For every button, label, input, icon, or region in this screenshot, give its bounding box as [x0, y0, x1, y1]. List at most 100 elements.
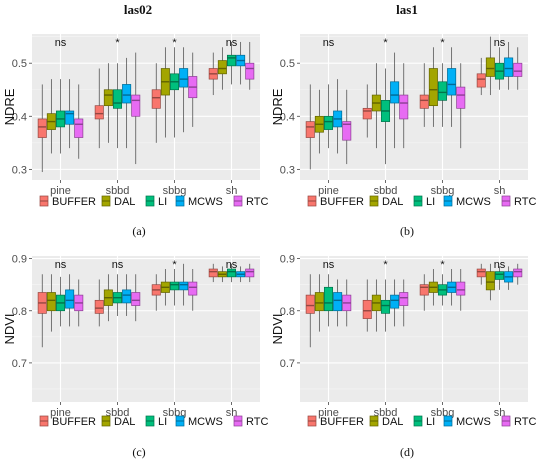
legend: BUFFER DAL LI MCWS RTC [39, 195, 268, 208]
x-tick-label: sbbd [374, 185, 398, 197]
y-axis-label: NDVI [2, 313, 17, 344]
legend: BUFFER DAL LI MCWS RTC [307, 195, 536, 208]
box-rtc [513, 62, 523, 77]
box-dal [46, 292, 56, 312]
box-buffer [94, 105, 104, 120]
legend-label: DAL [382, 416, 403, 428]
box-mcws [390, 294, 400, 309]
significance-label: ns [323, 259, 335, 271]
legend: BUFFER DAL LI MCWS RTC [307, 415, 536, 428]
legend-label: BUFFER [52, 416, 96, 428]
box-li [169, 281, 180, 291]
legend: BUFFER DAL LI MCWS RTC [39, 415, 268, 428]
significance-label: ns [55, 259, 67, 271]
significance-label: ns [55, 37, 67, 49]
box-dal [428, 68, 438, 107]
legend-label: DAL [114, 416, 135, 428]
box-li [226, 268, 237, 278]
box-buffer [305, 121, 315, 138]
box-dal [485, 271, 495, 291]
box-rtc [131, 94, 141, 117]
box-mcws [333, 292, 343, 312]
panel-c: 0.70.80.9NDVInspinenssbbd*sbbgnsshBUFFER… [2, 254, 268, 428]
plot-background [32, 256, 260, 402]
significance-label: * [115, 37, 120, 49]
panel-a: 0.3 0.4 0.5 NDRE ns pine * sbbd * sbbg ns sh BUFFER D… [2, 34, 268, 208]
legend-label: LI [426, 196, 435, 208]
box-buffer [419, 94, 429, 109]
box-rtc [399, 292, 409, 306]
box-mcws [122, 289, 132, 304]
y-tick-label: 0.9 [280, 254, 295, 266]
legend-label: MCWS [188, 416, 223, 428]
box-li [323, 115, 334, 130]
box-mcws [504, 57, 514, 77]
box-rtc [188, 281, 198, 296]
box-rtc [399, 94, 409, 120]
y-tick-label: 0.4 [280, 111, 295, 123]
significance-label: * [172, 259, 177, 271]
x-tick-label: pine [318, 185, 339, 197]
box-dal [314, 292, 324, 312]
box-buffer [476, 73, 486, 88]
box-rtc [245, 62, 255, 80]
box-rtc [342, 121, 352, 141]
box-buffer [94, 299, 104, 314]
box-buffer [305, 294, 315, 314]
box-mcws [390, 81, 400, 104]
box-li [437, 81, 448, 101]
significance-label: * [383, 37, 388, 49]
significance-label: ns [226, 259, 238, 271]
y-tick-label: 0.8 [12, 306, 27, 318]
significance-label: ns [226, 37, 238, 49]
legend-label: MCWS [456, 416, 491, 428]
plot-background [300, 34, 528, 180]
box-mcws [122, 84, 132, 104]
legend-label: RTC [246, 416, 268, 428]
significance-label: * [172, 37, 177, 49]
y-axis-label: NDRE [2, 88, 17, 125]
legend-label: LI [158, 416, 167, 428]
y-tick-label: 0.7 [12, 358, 27, 370]
legend-label: LI [426, 416, 435, 428]
caption-b: (b) [400, 224, 414, 238]
box-mcws [65, 289, 75, 309]
box-buffer [37, 118, 47, 138]
box-rtc [513, 268, 523, 278]
y-tick-label: 0.3 [280, 164, 295, 176]
x-tick-label: sbbd [106, 185, 130, 197]
box-li [323, 286, 334, 312]
legend-label: BUFFER [52, 196, 96, 208]
box-li [226, 54, 237, 67]
box-buffer [151, 89, 161, 109]
x-tick-label: sh [226, 185, 238, 197]
y-axis-label: NDRE [270, 88, 285, 125]
x-tick-label: sh [494, 407, 506, 419]
x-tick-label: pine [318, 407, 339, 419]
box-rtc [245, 268, 255, 278]
significance-label: ns [494, 37, 506, 49]
box-mcws [179, 68, 189, 88]
y-tick-label: 0.9 [12, 254, 27, 266]
caption-d: (d) [400, 445, 414, 459]
legend-label: RTC [246, 196, 268, 208]
box-buffer [476, 268, 486, 278]
x-tick-label: sbbd [374, 407, 398, 419]
legend-label: BUFFER [320, 416, 364, 428]
significance-label: * [440, 37, 445, 49]
y-tick-label: 0.4 [12, 111, 27, 123]
significance-label: * [440, 259, 445, 271]
significance-label: ns [112, 259, 124, 271]
y-axis-label: NDVI [270, 313, 285, 344]
box-rtc [131, 292, 141, 306]
x-tick-label: sbbd [106, 407, 130, 419]
caption-a: (a) [132, 224, 146, 238]
x-tick-label: pine [50, 407, 71, 419]
legend-label: DAL [382, 196, 403, 208]
x-tick-label: sh [494, 185, 506, 197]
y-tick-label: 0.5 [12, 58, 27, 70]
box-li [380, 299, 391, 314]
x-tick-label: sbbg [163, 185, 187, 197]
box-buffer [419, 284, 429, 296]
